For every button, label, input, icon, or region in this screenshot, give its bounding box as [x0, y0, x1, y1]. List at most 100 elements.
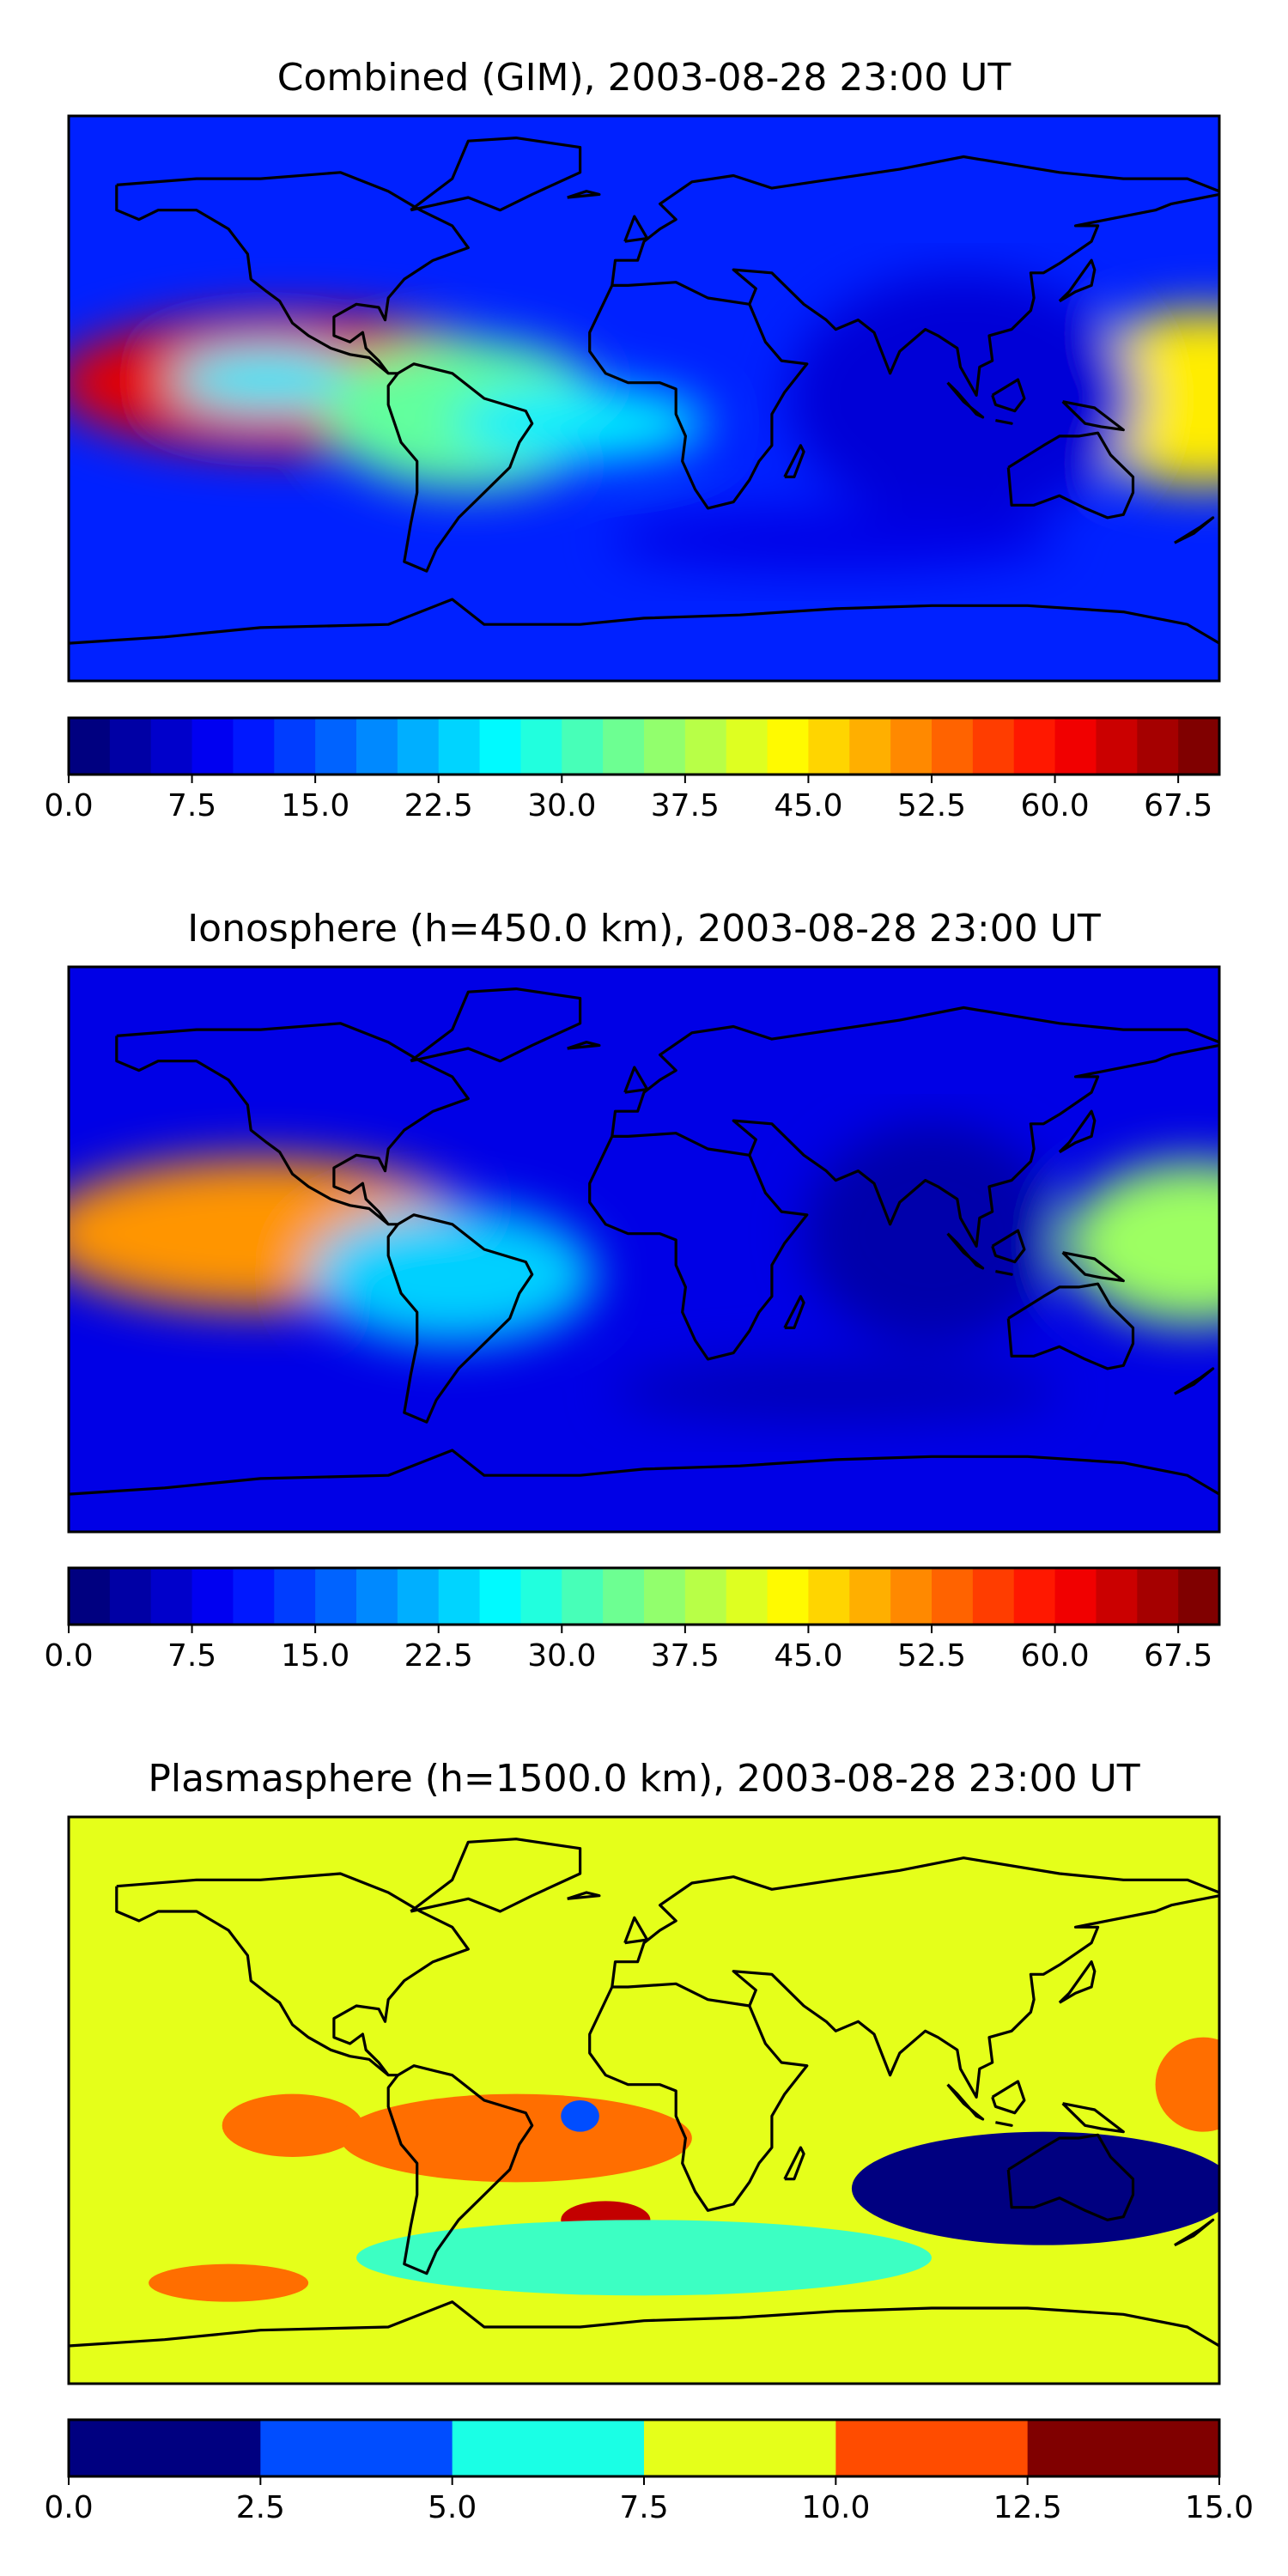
coastline — [991, 1229, 1026, 1264]
tec-anomaly — [1066, 1161, 1219, 1325]
colorbar-level — [808, 1568, 850, 1625]
coastline — [69, 2300, 1219, 2348]
colorbar-tick-label: 7.5 — [167, 788, 216, 823]
colorbar-level — [849, 1568, 891, 1625]
colorbar-level — [932, 1568, 974, 1625]
coastline — [732, 192, 1219, 397]
colorbar-level — [1096, 1568, 1138, 1625]
coastline — [1058, 258, 1097, 303]
coastline — [1006, 2133, 1135, 2221]
chart-title-combined: Combined (GIM), 2003-08-28 23:00 UT — [277, 56, 1012, 100]
coastline — [1058, 1960, 1097, 2004]
coastline — [1174, 2218, 1215, 2247]
colorbar-tick-label: 0.0 — [44, 2490, 93, 2525]
coastline — [946, 2083, 985, 2121]
colorbar-tick-label: 7.5 — [619, 2490, 668, 2525]
tec-anomaly — [452, 386, 708, 462]
coastline — [611, 1856, 1219, 1988]
tec-anomaly — [1155, 2037, 1219, 2132]
colorbar-level — [1027, 2420, 1220, 2476]
colorbar-level — [397, 1568, 440, 1625]
colorbar-level — [890, 718, 933, 775]
colorbar-level — [932, 718, 974, 775]
colorbar-tick-label: 22.5 — [404, 1638, 473, 1674]
chart-title-plasmasphere: Plasmasphere (h=1500.0 km), 2003-08-28 2… — [148, 1757, 1139, 1801]
coastline — [995, 419, 1013, 425]
coastlines-ionosphere — [69, 987, 1219, 1496]
colorbar-tick-label: 15.0 — [281, 788, 349, 823]
map-panel-ionosphere — [69, 967, 1219, 1532]
colorbar-level — [191, 1568, 234, 1625]
colorbar-level — [1096, 718, 1138, 775]
coastline — [567, 190, 601, 199]
colorbar-level — [69, 1568, 111, 1625]
colorbar-level — [233, 1568, 275, 1625]
coastline — [732, 1043, 1219, 1248]
colorbar-level — [109, 718, 152, 775]
colorbar-level — [890, 1568, 933, 1625]
tec-anomaly — [149, 2263, 309, 2302]
colorbar-level — [452, 2420, 645, 2476]
coastline — [410, 1838, 582, 1913]
colorbar-level — [191, 718, 234, 775]
colorbar-tick-label: 45.0 — [774, 1638, 842, 1674]
colorbar-level — [356, 1568, 398, 1625]
coastline — [1174, 516, 1215, 544]
coastline — [623, 1916, 649, 1945]
coastline — [588, 1132, 809, 1361]
colorbar-tick-label: 2.5 — [236, 2490, 285, 2525]
map-frame-plasmasphere — [67, 1815, 1221, 2385]
colorbar-tick-label: 67.5 — [1144, 1638, 1212, 1674]
colorbar-level — [260, 2420, 453, 2476]
colorbar-level — [684, 718, 727, 775]
coastline — [783, 2146, 805, 2181]
tec-anomaly — [340, 2093, 692, 2183]
colorbar-level — [972, 1568, 1015, 1625]
coastline — [1061, 2102, 1125, 2134]
colorbar-level — [1054, 1568, 1097, 1625]
colorbar-level — [767, 1568, 810, 1625]
colorbar-level — [150, 718, 193, 775]
colorbar-level — [808, 718, 850, 775]
coastline — [991, 2080, 1026, 2115]
colorbar-level — [1013, 1568, 1056, 1625]
coastline — [611, 155, 1219, 286]
colorbar-level — [1013, 718, 1056, 775]
coastline — [1174, 1367, 1215, 1395]
colorbar-level — [397, 718, 440, 775]
colorbar-tick-label: 10.0 — [801, 2490, 870, 2525]
colorbar-ionosphere: 0.0 7.5 15.0 22.5 30.0 37.5 45.0 52.5 60.0 67.5 — [44, 1566, 1221, 1674]
coastline — [115, 1886, 390, 2076]
colorbar-level — [520, 1568, 562, 1625]
colorbar-frame — [67, 1566, 1221, 1626]
coastline — [567, 1041, 601, 1050]
coastline — [115, 1036, 390, 1226]
tec-anomaly — [852, 2131, 1219, 2245]
colorbar-level — [644, 1568, 686, 1625]
colorbar-level — [1054, 718, 1097, 775]
coastline — [995, 2121, 1013, 2127]
tec-anomalies — [149, 2037, 1219, 2302]
coastline — [991, 378, 1026, 413]
colorbar-level — [356, 718, 398, 775]
colorbar-level — [849, 718, 891, 775]
colorbar-tick-label: 52.5 — [897, 1638, 966, 1674]
coastline — [1006, 431, 1135, 519]
colorbar-tick-label: 15.0 — [1185, 2490, 1254, 2525]
coastline — [611, 1005, 1219, 1137]
colorbar-level — [69, 718, 111, 775]
coastline — [1061, 400, 1125, 432]
coastline — [410, 137, 582, 212]
colorbar-tick-label: 7.5 — [167, 1638, 216, 1674]
colorbar-level — [562, 1568, 604, 1625]
colorbar-level — [767, 718, 810, 775]
coastline — [69, 1449, 1219, 1496]
coastlines-combined — [69, 137, 1219, 645]
colorbar-level — [274, 1568, 316, 1625]
tec-anomaly — [222, 2093, 363, 2157]
colorbar-level — [1137, 1568, 1179, 1625]
colorbar-tick-label: 22.5 — [404, 788, 473, 823]
tec-anomaly — [611, 507, 1060, 572]
colorbar-level — [726, 718, 769, 775]
coastline — [115, 185, 390, 375]
